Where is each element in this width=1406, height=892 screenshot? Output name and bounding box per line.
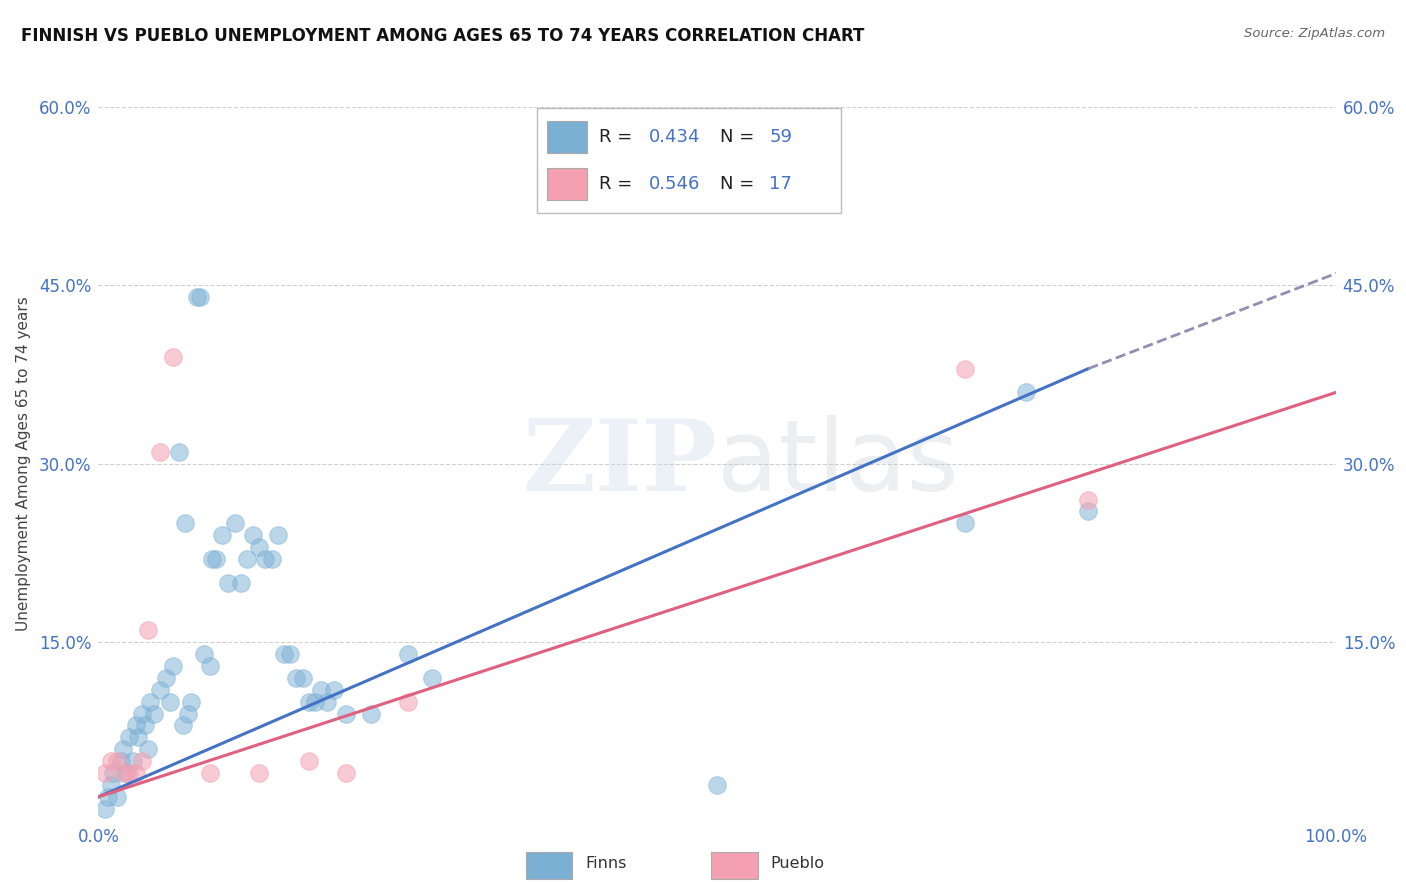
Point: [335, 766, 357, 780]
Point: [103, 766, 125, 780]
FancyBboxPatch shape: [526, 852, 572, 879]
Point: [149, 682, 172, 697]
Point: [291, 671, 314, 685]
Text: FINNISH VS PUEBLO UNEMPLOYMENT AMONG AGES 65 TO 74 YEARS CORRELATION CHART: FINNISH VS PUEBLO UNEMPLOYMENT AMONG AGE…: [21, 27, 865, 45]
Point: [706, 778, 728, 792]
Point: [1077, 504, 1099, 518]
Point: [236, 552, 259, 566]
Point: [335, 706, 357, 721]
Text: R =: R =: [599, 175, 638, 193]
Point: [211, 528, 233, 542]
Point: [105, 789, 128, 804]
Point: [162, 659, 184, 673]
Point: [124, 766, 146, 780]
Point: [953, 516, 976, 531]
Point: [139, 695, 162, 709]
Text: 59: 59: [769, 128, 793, 146]
Point: [953, 361, 976, 376]
Point: [93, 766, 115, 780]
Point: [174, 516, 197, 531]
Point: [122, 754, 145, 768]
Point: [1015, 385, 1038, 400]
Point: [159, 695, 181, 709]
Point: [229, 575, 252, 590]
Point: [110, 754, 132, 768]
Point: [422, 671, 444, 685]
Point: [176, 706, 198, 721]
Point: [127, 731, 149, 745]
Point: [93, 802, 115, 816]
Point: [285, 671, 308, 685]
Text: Pueblo: Pueblo: [770, 855, 824, 871]
Point: [100, 754, 122, 768]
Point: [304, 695, 326, 709]
Text: ZIP: ZIP: [522, 416, 717, 512]
Point: [201, 552, 224, 566]
Point: [217, 575, 239, 590]
FancyBboxPatch shape: [547, 121, 586, 153]
Point: [242, 528, 264, 542]
Text: 0.546: 0.546: [648, 175, 700, 193]
Point: [322, 682, 344, 697]
Point: [136, 742, 159, 756]
Point: [193, 647, 215, 661]
Text: N =: N =: [720, 175, 759, 193]
Point: [298, 695, 321, 709]
Point: [278, 647, 301, 661]
Point: [205, 552, 228, 566]
Point: [396, 647, 419, 661]
Point: [118, 731, 141, 745]
Y-axis label: Unemployment Among Ages 65 to 74 years: Unemployment Among Ages 65 to 74 years: [15, 296, 31, 632]
Point: [131, 706, 153, 721]
Text: 0.434: 0.434: [648, 128, 700, 146]
FancyBboxPatch shape: [711, 852, 758, 879]
Point: [172, 718, 194, 732]
Point: [97, 789, 120, 804]
Text: N =: N =: [720, 128, 759, 146]
Point: [316, 695, 339, 709]
Point: [273, 647, 295, 661]
Text: R =: R =: [599, 128, 638, 146]
Point: [118, 766, 141, 780]
Point: [1077, 492, 1099, 507]
Text: Finns: Finns: [585, 855, 626, 871]
FancyBboxPatch shape: [537, 108, 841, 213]
Point: [224, 516, 246, 531]
Point: [247, 540, 270, 554]
Point: [186, 290, 208, 304]
Point: [254, 552, 277, 566]
Point: [298, 754, 321, 768]
Point: [131, 754, 153, 768]
Point: [198, 766, 221, 780]
Point: [167, 445, 190, 459]
Point: [162, 350, 184, 364]
Point: [396, 695, 419, 709]
Text: atlas: atlas: [717, 416, 959, 512]
Point: [267, 528, 290, 542]
Point: [149, 445, 172, 459]
Point: [105, 754, 128, 768]
Point: [188, 290, 211, 304]
Point: [155, 671, 177, 685]
Point: [112, 766, 135, 780]
Text: 17: 17: [769, 175, 792, 193]
Point: [309, 682, 332, 697]
Point: [136, 624, 159, 638]
Point: [114, 766, 136, 780]
Point: [360, 706, 382, 721]
Point: [247, 766, 270, 780]
Point: [260, 552, 283, 566]
Point: [180, 695, 202, 709]
Point: [134, 718, 156, 732]
FancyBboxPatch shape: [547, 168, 586, 200]
Point: [143, 706, 166, 721]
Point: [100, 778, 122, 792]
Text: Source: ZipAtlas.com: Source: ZipAtlas.com: [1244, 27, 1385, 40]
Point: [112, 742, 135, 756]
Point: [124, 718, 146, 732]
Point: [198, 659, 221, 673]
